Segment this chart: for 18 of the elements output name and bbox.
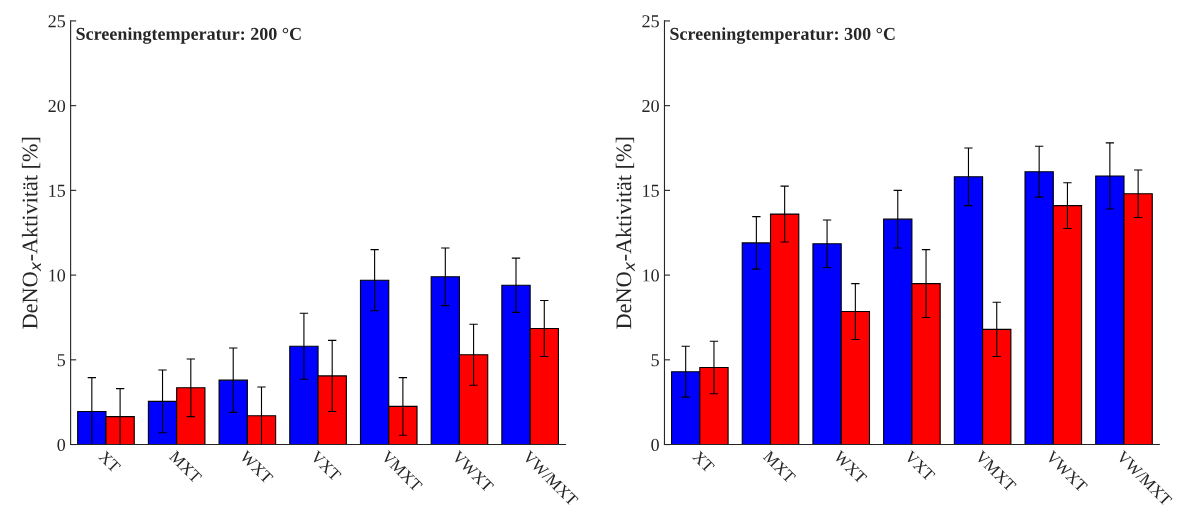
y-axis-title: DeNO$_{x}$-Aktivität [%]: [615, 137, 635, 329]
y-tick-label: 0: [651, 438, 659, 451]
y-axis-title: DeNO$_{x}$-Aktivität [%]: [21, 137, 41, 329]
y-tick-label: 0: [57, 438, 66, 451]
y-tick-label: 15: [643, 184, 659, 197]
y-tick-label: 25: [642, 15, 659, 28]
y-tick-label: 10: [49, 269, 66, 282]
y-tick-label: 10: [643, 269, 659, 282]
y-tick-label: 15: [49, 184, 66, 197]
x-tick-label: XT: [98, 450, 122, 474]
annotation: Screeningtemperatur: 300 °C: [670, 27, 895, 44]
annotation: Screeningtemperatur: 200 °C: [76, 27, 301, 44]
y-tick-label: 5: [651, 354, 659, 367]
y-tick-label: 20: [48, 99, 66, 113]
y-tick-label: 25: [48, 15, 66, 28]
x-tick-label: XT: [691, 450, 715, 474]
y-tick-label: 20: [642, 99, 659, 113]
y-tick-label: 5: [57, 354, 66, 367]
